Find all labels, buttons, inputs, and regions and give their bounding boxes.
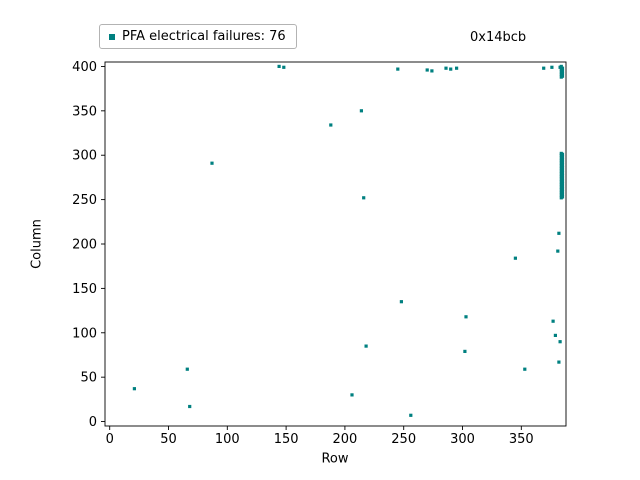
data-points	[132, 64, 565, 417]
data-point	[551, 319, 555, 323]
x-tick-label: 150	[274, 432, 299, 447]
data-point	[560, 176, 565, 180]
data-point	[362, 196, 366, 200]
data-point	[560, 168, 565, 172]
x-tick-label: 50	[160, 432, 177, 447]
data-point	[560, 69, 565, 73]
data-point	[464, 315, 468, 319]
data-point	[560, 182, 565, 186]
chart-title: 0x14bcb	[470, 30, 527, 45]
data-point	[282, 65, 286, 69]
data-point	[329, 123, 333, 127]
data-point	[558, 340, 562, 344]
y-tick-label: 350	[72, 104, 97, 119]
y-tick-label: 100	[72, 326, 97, 341]
data-point	[364, 344, 368, 348]
y-tick-label: 150	[72, 282, 97, 297]
data-point	[560, 174, 565, 178]
data-point	[560, 192, 565, 196]
y-tick-label: 50	[80, 371, 97, 386]
data-point	[560, 190, 565, 194]
data-point	[132, 387, 136, 391]
x-tick-label: 250	[391, 432, 416, 447]
x-axis-label: Row	[321, 451, 349, 467]
data-point	[463, 349, 467, 353]
data-point	[559, 151, 563, 155]
data-point	[560, 179, 565, 183]
data-point	[444, 66, 448, 70]
data-point	[396, 67, 400, 71]
data-point	[559, 64, 563, 68]
y-tick-label: 300	[72, 149, 97, 164]
data-point	[560, 160, 565, 164]
data-point	[513, 256, 517, 260]
x-tick-label: 350	[509, 432, 534, 447]
data-point	[350, 393, 354, 397]
data-point	[560, 184, 565, 188]
data-point	[553, 333, 557, 337]
data-point	[210, 161, 214, 165]
data-point	[560, 158, 565, 162]
data-point	[430, 69, 434, 73]
x-tick-label: 100	[215, 432, 240, 447]
data-point	[557, 231, 561, 235]
y-tick-label: 250	[72, 193, 97, 208]
data-point	[560, 171, 565, 175]
data-point	[542, 66, 546, 70]
y-tick-label: 0	[89, 415, 97, 430]
data-point	[399, 300, 403, 304]
data-point	[277, 64, 281, 68]
x-tick-label: 0	[106, 432, 114, 447]
data-point	[560, 66, 565, 70]
legend: PFA electrical failures: 76	[99, 24, 297, 49]
data-point	[185, 367, 189, 371]
y-tick-label: 400	[72, 60, 97, 75]
data-point	[449, 67, 453, 71]
axes-spines	[104, 61, 567, 427]
legend-label: PFA electrical failures: 76	[122, 29, 286, 44]
x-tick-label: 300	[450, 432, 475, 447]
data-point	[560, 74, 565, 78]
y-tick-label: 200	[72, 238, 97, 253]
data-point	[455, 66, 459, 70]
data-point	[523, 367, 527, 371]
data-point	[425, 68, 429, 72]
data-point	[550, 65, 554, 69]
data-point	[359, 109, 363, 113]
data-point	[560, 155, 565, 159]
data-point	[557, 360, 561, 364]
data-point	[409, 413, 413, 417]
data-point	[560, 163, 565, 167]
data-point	[560, 71, 565, 76]
x-tick-label: 200	[332, 432, 357, 447]
legend-marker-icon	[109, 33, 115, 40]
y-axis-label: Column	[29, 219, 45, 269]
data-point	[188, 404, 192, 409]
data-point	[560, 195, 565, 199]
data-point	[560, 187, 565, 191]
data-point	[556, 249, 560, 253]
data-point	[560, 166, 565, 170]
